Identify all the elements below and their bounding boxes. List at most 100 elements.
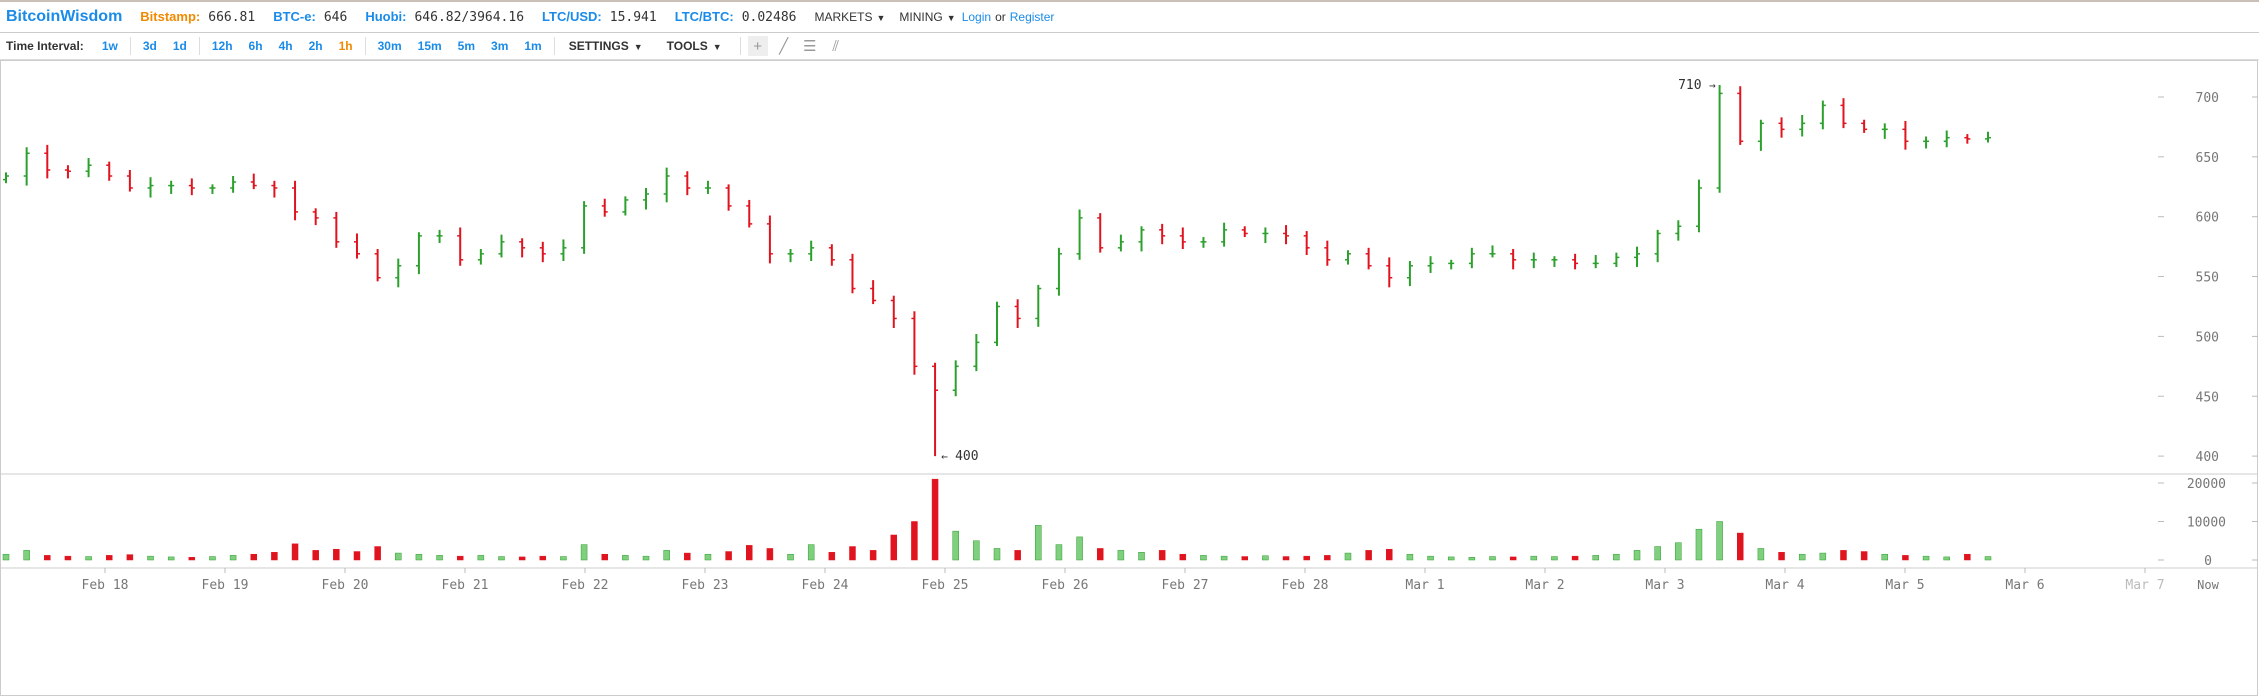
ticker-value: 15.941 [609, 10, 657, 25]
candle [436, 229, 443, 244]
volume-bar [1158, 550, 1166, 561]
volume-bar [787, 553, 794, 561]
price-tick-label: 500 [2196, 330, 2219, 345]
volume-bar [456, 555, 464, 561]
settings-menu[interactable]: SETTINGS ▼ [569, 39, 643, 53]
divider [129, 37, 131, 55]
mining-menu[interactable]: MINING ▼ [899, 10, 955, 24]
volume-bar [167, 556, 175, 561]
ticker-0[interactable]: Bitstamp: 666.81 [140, 9, 255, 25]
volume-bar [1819, 552, 1827, 561]
horizontal-lines-icon[interactable]: ☰ [802, 38, 817, 55]
toolbar: Time Interval: 1w 3d 1d 12h 6h 4h 2h 1h 30m 15m 5m… [0, 33, 2259, 60]
candle [1881, 123, 1888, 139]
interval-1m[interactable]: 1m [524, 39, 542, 53]
logo[interactable]: BitcoinWisdom [6, 8, 123, 25]
candle [1737, 86, 1744, 145]
volume-bar [1654, 546, 1661, 561]
interval-1d[interactable]: 1d [172, 39, 187, 53]
volume-bar [1117, 550, 1125, 561]
volume-bar [911, 521, 918, 561]
date-tick-label: Feb 23 [682, 578, 729, 593]
volume-bar [64, 555, 72, 561]
volume-bar [147, 555, 154, 561]
tools-menu[interactable]: TOOLS ▼ [667, 39, 722, 53]
volume-bar [725, 551, 732, 561]
interval-15m[interactable]: 15m [417, 39, 442, 53]
ticker-1[interactable]: BTC-e: 646 [273, 9, 347, 25]
login-link[interactable]: Login [961, 10, 992, 24]
ticker-2[interactable]: Huobi: 646.82/3964.16 [365, 9, 524, 25]
candle [3, 172, 9, 184]
date-tick-label: Mar 2 [1525, 578, 1564, 593]
candle [519, 238, 526, 258]
volume-bar [704, 553, 712, 561]
interval-2h[interactable]: 2h [308, 39, 323, 53]
candle [1159, 223, 1166, 245]
markets-menu[interactable]: MARKETS ▼ [814, 10, 885, 24]
fan-icon[interactable]: ⫽ [832, 37, 840, 55]
interval-3d[interactable]: 3d [142, 39, 157, 53]
volume-bar [993, 548, 1001, 561]
interval-1w[interactable]: 1w [101, 39, 118, 53]
price-chart[interactable]: 400 450 500 550 600 650 700 0 10000 20000 Feb 18 Fe… [0, 60, 2259, 697]
candle [1283, 225, 1290, 245]
interval-6h[interactable]: 6h [248, 39, 263, 53]
ticker-4[interactable]: LTC/BTC: 0.02486 [675, 9, 797, 25]
volume-tick-label: 20000 [2187, 477, 2226, 492]
volume-bar [1798, 553, 1806, 561]
line-icon[interactable]: ╱ [779, 38, 789, 55]
interval-5m[interactable]: 5m [457, 39, 476, 53]
candle [1386, 257, 1393, 288]
candle [746, 199, 753, 228]
candle [395, 258, 402, 288]
volume-bar [663, 550, 670, 561]
candle [890, 295, 897, 329]
volume-bar [1675, 542, 1682, 561]
volume-bar [333, 548, 340, 561]
ticker-name: LTC/USD: [542, 9, 602, 24]
interval-1h[interactable]: 1h [338, 39, 353, 53]
arrow-left-icon: ← [941, 450, 948, 463]
candle [1943, 130, 1950, 148]
volume-bar [1695, 528, 1703, 561]
interval-30m[interactable]: 30m [377, 39, 402, 53]
candle [1014, 299, 1021, 329]
register-link[interactable]: Register [1009, 10, 1055, 24]
volume-tick-label: 0 [2204, 554, 2212, 569]
volume-bar [1881, 553, 1889, 561]
date-tick-label: Feb 19 [202, 578, 249, 593]
candle [1448, 259, 1455, 270]
candle [374, 249, 381, 282]
candle [766, 215, 773, 264]
interval-3m[interactable]: 3m [491, 39, 509, 53]
volume-bar [1592, 555, 1599, 561]
candle [1344, 250, 1351, 265]
candle [994, 301, 1000, 346]
candle [911, 311, 918, 375]
candle [250, 173, 257, 190]
volume-bar [291, 543, 299, 561]
date-tick-label: Feb 20 [322, 578, 369, 593]
interval-12h[interactable]: 12h [211, 39, 233, 53]
ticker-value: 646 [323, 10, 348, 25]
volume-bar [229, 555, 237, 561]
max-price-label: 710 [1678, 78, 1701, 93]
candle [1221, 222, 1228, 247]
now-label: Now [2197, 578, 2219, 592]
candle [1200, 237, 1207, 248]
candle [1262, 227, 1269, 244]
volume-bar [1014, 550, 1021, 561]
divider [739, 37, 741, 55]
candle [1303, 231, 1310, 256]
candle [663, 167, 670, 203]
candle [1799, 114, 1806, 137]
interval-4h[interactable]: 4h [278, 39, 293, 53]
crosshair-icon[interactable]: + [747, 36, 768, 56]
volume-bar [601, 553, 608, 561]
volume-bar [1035, 525, 1042, 561]
ticker-3[interactable]: LTC/USD: 15.941 [542, 9, 657, 25]
settings-label: SETTINGS [568, 39, 629, 53]
volume-bar [1282, 556, 1290, 561]
candle [1324, 240, 1331, 266]
